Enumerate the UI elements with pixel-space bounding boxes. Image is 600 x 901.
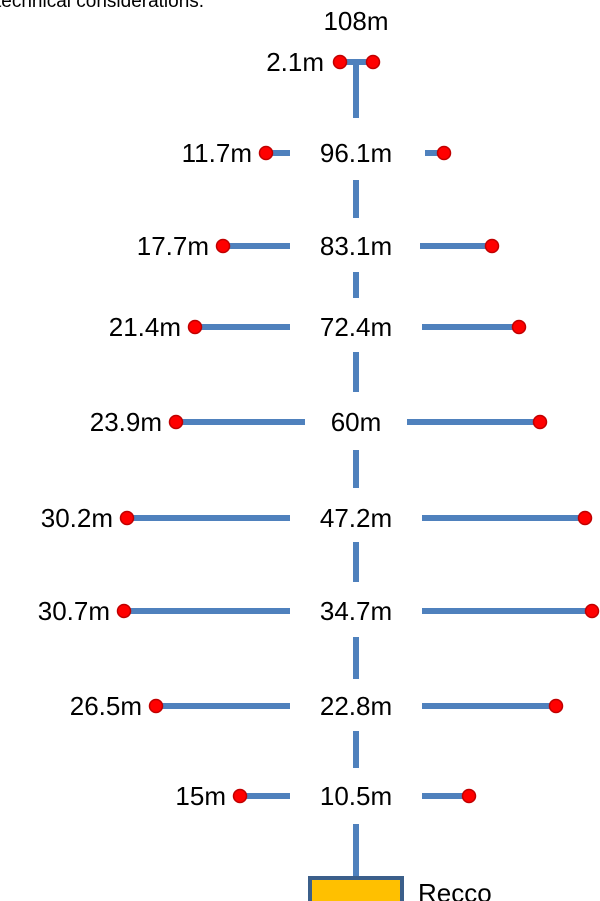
height-label: 47.2m bbox=[320, 503, 392, 533]
span-label: 15m bbox=[175, 781, 226, 811]
arms: 2.1m 11.7m 96.1m 17.7m 83.1m 21.4m 72.4m 23.9m 6… bbox=[38, 47, 600, 811]
top-height-label: 108m bbox=[323, 6, 388, 36]
left-endpoint bbox=[258, 145, 274, 161]
span-label: 30.2m bbox=[41, 503, 113, 533]
height-label: 10.5m bbox=[320, 781, 392, 811]
left-endpoint bbox=[168, 414, 184, 430]
height-label: 96.1m bbox=[320, 138, 392, 168]
left-endpoint bbox=[116, 603, 132, 619]
left-endpoint bbox=[187, 319, 203, 335]
height-label: 83.1m bbox=[320, 231, 392, 261]
span-label: 26.5m bbox=[70, 691, 142, 721]
base-label: Recco bbox=[418, 878, 492, 901]
header-caption: technical considerations. bbox=[0, 0, 204, 12]
span-label: 11.7m bbox=[182, 138, 252, 168]
right-endpoint bbox=[365, 54, 381, 70]
span-label: 21.4m bbox=[109, 312, 181, 342]
height-label: 60m bbox=[331, 407, 382, 437]
span-label: 17.7m bbox=[137, 231, 209, 261]
span-label: 30.7m bbox=[38, 596, 110, 626]
height-label: 22.8m bbox=[320, 691, 392, 721]
right-endpoint bbox=[532, 414, 548, 430]
height-label: 34.7m bbox=[320, 596, 392, 626]
span-label: 23.9m bbox=[90, 407, 162, 437]
left-endpoint bbox=[332, 54, 348, 70]
right-endpoint bbox=[461, 788, 477, 804]
base-block bbox=[308, 876, 404, 901]
right-endpoint bbox=[436, 145, 452, 161]
left-endpoint bbox=[148, 698, 164, 714]
height-label: 72.4m bbox=[320, 312, 392, 342]
right-endpoint bbox=[584, 603, 600, 619]
left-endpoint bbox=[232, 788, 248, 804]
height-label: 2.1m bbox=[266, 47, 324, 77]
right-endpoint bbox=[577, 510, 593, 526]
left-endpoint bbox=[119, 510, 135, 526]
right-endpoint bbox=[548, 698, 564, 714]
right-endpoint bbox=[484, 238, 500, 254]
left-endpoint bbox=[215, 238, 231, 254]
right-endpoint bbox=[511, 319, 527, 335]
